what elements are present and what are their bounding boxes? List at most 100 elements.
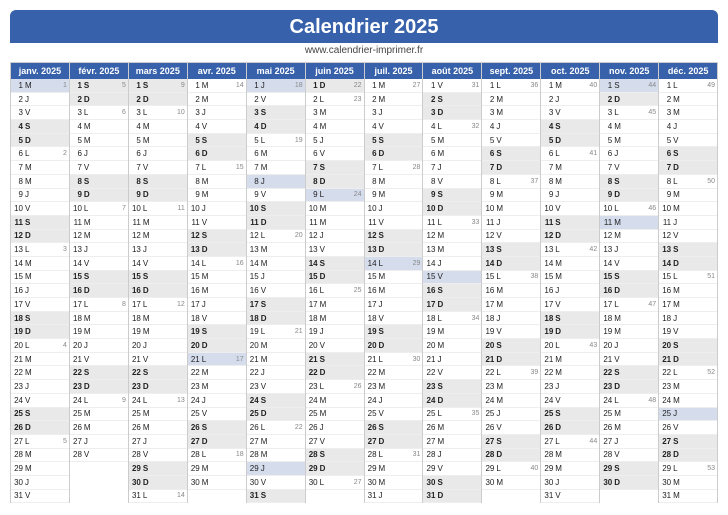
day-letter: S	[261, 491, 271, 500]
day-number: 29	[541, 464, 555, 473]
day-cell: 21V	[129, 353, 187, 367]
day-number: 5	[129, 136, 143, 145]
day-number: 31	[659, 491, 673, 500]
day-cell: 24M	[659, 394, 717, 408]
day-letter: M	[25, 177, 35, 186]
day-number: 6	[188, 149, 202, 158]
day-number: 29	[659, 464, 673, 473]
day-cell: 16D	[600, 284, 658, 298]
day-letter: V	[379, 122, 389, 131]
day-number: 29	[11, 464, 25, 473]
day-number: 23	[482, 382, 496, 391]
day-cell: 30M	[365, 476, 423, 490]
day-number: 28	[11, 450, 25, 459]
day-letter: D	[379, 341, 389, 350]
day-cell: 28D	[482, 449, 540, 463]
day-letter: V	[25, 204, 35, 213]
day-cell: 31V	[541, 490, 599, 504]
day-cell: 25L35	[423, 408, 481, 422]
day-cell: 12S	[365, 230, 423, 244]
day-number: 9	[423, 190, 437, 199]
day-number: 12	[600, 231, 614, 240]
day-number: 16	[188, 286, 202, 295]
day-letter: S	[614, 464, 624, 473]
day-cell: 20J	[70, 339, 128, 353]
day-letter: L	[84, 204, 94, 213]
day-cell: 11J	[482, 216, 540, 230]
day-cell: 29M	[188, 462, 246, 476]
week-number: 30	[413, 356, 421, 363]
day-cell: 29S	[600, 462, 658, 476]
day-number: 22	[247, 368, 261, 377]
month-column: avr. 20251M142M3J4V5S6D7L158M9M10J11V12S…	[188, 63, 247, 503]
week-number: 9	[181, 82, 185, 89]
day-letter: L	[496, 81, 506, 90]
day-letter: M	[379, 95, 389, 104]
day-number: 6	[659, 149, 673, 158]
week-number: 20	[295, 232, 303, 239]
day-letter: J	[614, 245, 624, 254]
day-cell: 10L46	[600, 202, 658, 216]
day-letter: V	[25, 300, 35, 309]
day-letter: V	[143, 355, 153, 364]
day-cell: 14V	[70, 257, 128, 271]
day-number: 19	[482, 327, 496, 336]
day-number: 14	[306, 259, 320, 268]
day-letter: D	[673, 355, 683, 364]
day-letter: D	[614, 478, 624, 487]
day-cell: 27L44	[541, 435, 599, 449]
day-letter: M	[84, 423, 94, 432]
day-number: 4	[188, 122, 202, 131]
day-number: 18	[541, 314, 555, 323]
day-cell: 2J	[541, 93, 599, 107]
day-letter: V	[496, 231, 506, 240]
day-cell: 13S	[482, 243, 540, 257]
month-header: sept. 2025	[482, 63, 540, 79]
day-letter: L	[379, 450, 389, 459]
day-number: 2	[188, 95, 202, 104]
day-cell: 16V	[247, 284, 305, 298]
day-number: 20	[423, 341, 437, 350]
day-letter: V	[25, 108, 35, 117]
day-number: 25	[247, 409, 261, 418]
day-cell: 23M	[482, 380, 540, 394]
day-letter: M	[143, 327, 153, 336]
day-cell: 24L48	[600, 394, 658, 408]
day-number: 28	[482, 450, 496, 459]
day-cell: 16J	[541, 284, 599, 298]
day-cell: 1J18	[247, 79, 305, 93]
day-cell: 13J	[70, 243, 128, 257]
day-number: 23	[188, 382, 202, 391]
day-letter: V	[261, 95, 271, 104]
day-cell: 22L52	[659, 366, 717, 380]
day-number: 16	[541, 286, 555, 295]
day-cell: 12D	[11, 230, 69, 244]
day-letter: V	[320, 437, 330, 446]
day-number: 13	[70, 245, 84, 254]
day-number: 30	[11, 478, 25, 487]
day-letter: J	[25, 286, 35, 295]
day-cell: 2D	[129, 93, 187, 107]
week-number: 39	[531, 369, 539, 376]
day-number: 21	[600, 355, 614, 364]
week-number: 44	[648, 82, 656, 89]
day-letter: S	[320, 355, 330, 364]
day-letter: S	[379, 327, 389, 336]
day-cell: 5V	[659, 134, 717, 148]
week-number: 18	[236, 451, 244, 458]
day-cell: 28M	[541, 449, 599, 463]
day-letter: V	[555, 491, 565, 500]
week-number: 26	[354, 383, 362, 390]
day-letter: V	[261, 190, 271, 199]
day-letter: S	[143, 177, 153, 186]
day-letter: L	[25, 341, 35, 350]
day-number: 5	[247, 136, 261, 145]
day-cell: 14J	[423, 257, 481, 271]
day-number: 6	[306, 149, 320, 158]
day-number: 12	[482, 231, 496, 240]
day-letter: J	[555, 478, 565, 487]
day-letter: D	[25, 136, 35, 145]
day-number: 23	[129, 382, 143, 391]
day-number: 10	[659, 204, 673, 213]
day-letter: S	[614, 272, 624, 281]
